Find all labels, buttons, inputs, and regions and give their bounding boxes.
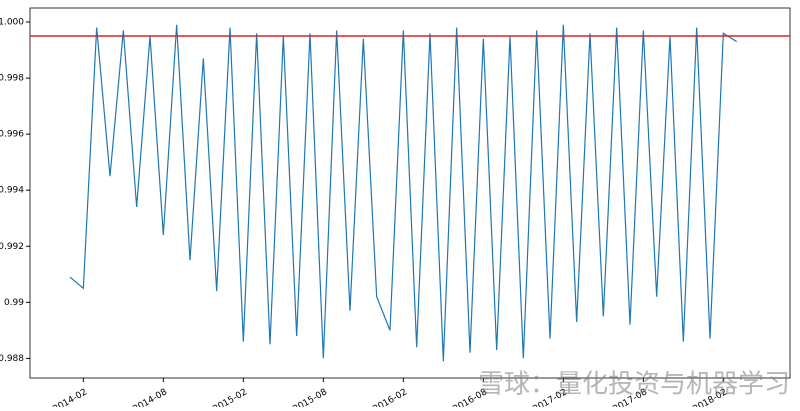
data-line [69, 24, 737, 362]
x-tick-label: 2015-02 [212, 387, 250, 407]
y-tick-label: 0.996 [0, 130, 24, 140]
y-tick-label: 0.994 [0, 186, 24, 196]
x-tick-label: 2015-08 [292, 387, 330, 407]
x-tick-label: 2014-02 [52, 387, 90, 407]
y-tick-label: 0.998 [0, 74, 24, 84]
y-tick-label: 0.988 [0, 354, 24, 364]
y-tick-label: 1.000 [0, 18, 24, 28]
x-tick-label: 2014-08 [132, 387, 170, 407]
y-tick-label: 0.992 [0, 242, 24, 252]
y-tick-label: 0.99 [4, 298, 24, 308]
plot-frame [29, 7, 791, 379]
x-tick-label: 2016-02 [372, 387, 410, 407]
watermark: 雪球：量化投资与机器学习 [478, 370, 790, 400]
